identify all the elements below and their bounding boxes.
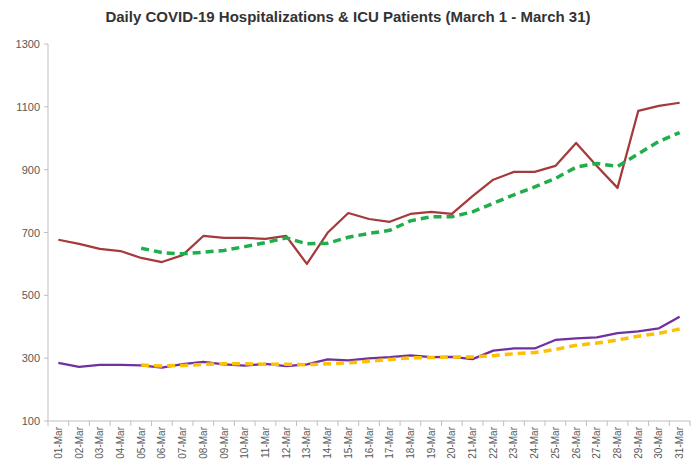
y-tick [44, 169, 48, 170]
x-tick-label: 10-Mar [239, 426, 250, 458]
x-tick-label: 16-Mar [364, 426, 375, 458]
x-tick-label: 23-Mar [508, 426, 519, 458]
x-axis [48, 421, 690, 422]
x-tick [482, 421, 483, 426]
y-tick [44, 232, 48, 233]
x-tick-label: 15-Mar [343, 426, 354, 458]
x-tick-label: 21-Mar [467, 426, 478, 458]
x-tick [172, 421, 173, 426]
x-tick-label: 28-Mar [612, 426, 623, 458]
x-tick [255, 421, 256, 426]
x-tick [89, 421, 90, 426]
x-tick [503, 421, 504, 426]
x-tick [648, 421, 649, 426]
x-tick-label: 26-Mar [571, 426, 582, 458]
x-tick-label: 03-Mar [94, 426, 105, 458]
x-tick [358, 421, 359, 426]
x-tick [379, 421, 380, 426]
x-tick [68, 421, 69, 426]
x-tick [213, 421, 214, 426]
x-tick-label: 27-Mar [591, 426, 602, 458]
x-tick [275, 421, 276, 426]
x-tick-label: 08-Mar [198, 426, 209, 458]
x-tick-label: 06-Mar [156, 426, 167, 458]
x-tick [545, 421, 546, 426]
y-tick-label: 1300 [16, 38, 40, 50]
series-line [141, 329, 679, 366]
x-tick-label: 22-Mar [488, 426, 499, 458]
y-tick-label: 1100 [16, 101, 40, 113]
y-tick-label: 500 [22, 289, 40, 301]
series-line [58, 103, 679, 264]
x-tick-label: 11-Mar [260, 426, 271, 458]
x-tick-label: 04-Mar [115, 426, 126, 458]
x-tick [607, 421, 608, 426]
x-tick [462, 421, 463, 426]
x-tick [296, 421, 297, 426]
x-tick-label: 19-Mar [426, 426, 437, 458]
x-tick-label: 12-Mar [281, 426, 292, 458]
plot-area [58, 103, 679, 368]
x-tick-label: 07-Mar [177, 426, 188, 458]
x-tick-label: 29-Mar [633, 426, 644, 458]
x-tick-label: 14-Mar [322, 426, 333, 458]
x-tick [110, 421, 111, 426]
x-tick-label: 17-Mar [384, 426, 395, 458]
x-tick [130, 421, 131, 426]
x-tick [151, 421, 152, 426]
x-tick [627, 421, 628, 426]
x-tick [441, 421, 442, 426]
x-tick [400, 421, 401, 426]
x-tick [669, 421, 670, 426]
x-tick [565, 421, 566, 426]
y-tick [44, 358, 48, 359]
x-tick [192, 421, 193, 426]
x-tick-label: 02-Mar [74, 426, 85, 458]
x-tick [234, 421, 235, 426]
title: Daily COVID-19 Hospitalizations & ICU Pa… [105, 8, 590, 25]
y-tick-label: 700 [22, 227, 40, 239]
x-tick [420, 421, 421, 426]
x-tick-label: 13-Mar [301, 426, 312, 458]
y-tick-label: 300 [22, 352, 40, 364]
y-tick [44, 421, 48, 422]
x-tick [586, 421, 587, 426]
y-tick-label: 900 [22, 164, 40, 176]
series-line [58, 317, 679, 368]
x-tick [690, 421, 691, 426]
y-tick-label: 100 [22, 415, 40, 427]
x-tick [48, 421, 49, 426]
y-tick [44, 106, 48, 107]
x-tick-label: 18-Mar [405, 426, 416, 458]
x-tick [317, 421, 318, 426]
x-tick-label: 25-Mar [550, 426, 561, 458]
series-line [141, 133, 679, 254]
x-tick-label: 05-Mar [136, 426, 147, 458]
x-tick-label: 01-Mar [53, 426, 64, 458]
x-tick-label: 31-Mar [674, 426, 685, 458]
y-tick [44, 295, 48, 296]
x-tick-label: 09-Mar [219, 426, 230, 458]
x-tick-label: 20-Mar [446, 426, 457, 458]
x-tick-label: 24-Mar [529, 426, 540, 458]
y-tick [44, 44, 48, 45]
x-tick-label: 30-Mar [653, 426, 664, 458]
x-tick [524, 421, 525, 426]
chart: Daily COVID-19 Hospitalizations & ICU Pa… [0, 0, 696, 464]
x-tick [337, 421, 338, 426]
